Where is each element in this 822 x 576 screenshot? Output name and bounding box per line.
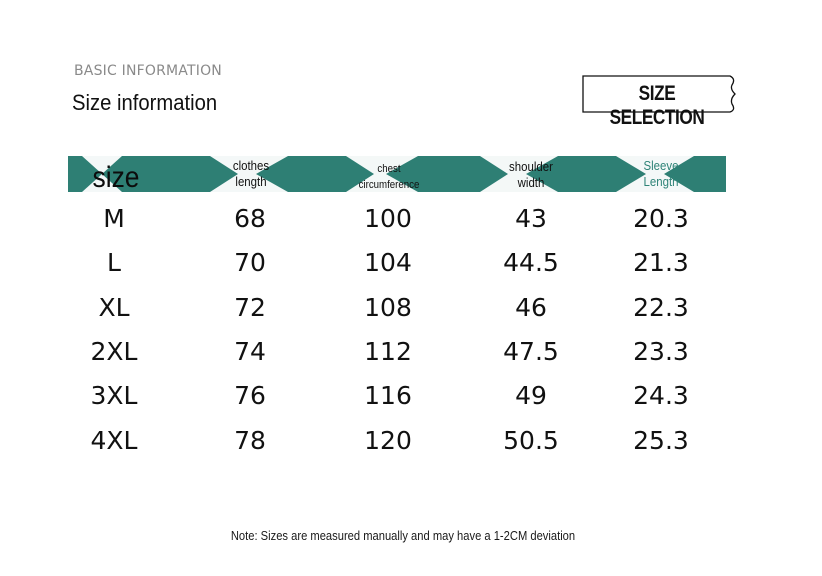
cell-chest: 104 <box>364 248 412 277</box>
header-sleeve-line2: Length <box>643 174 679 190</box>
cell-clothes-length: 68 <box>234 204 266 233</box>
measurement-note: Note: Sizes are measured manually and ma… <box>230 528 576 543</box>
header-sleeve: Sleeve Length <box>627 158 696 191</box>
header-shoulder-line1: shoulder <box>509 159 553 174</box>
cell-size: 2XL <box>90 337 138 366</box>
header-sleeve-line1: Sleeve <box>643 158 679 173</box>
cell-size: M <box>103 204 125 233</box>
cell-sleeve: 24.3 <box>633 381 689 410</box>
cell-chest: 108 <box>364 293 412 322</box>
cell-clothes-length: 78 <box>234 426 266 455</box>
cell-sleeve: 20.3 <box>633 204 689 233</box>
table-row: 3XL 76 116 49 24.3 <box>0 381 822 425</box>
cell-shoulder: 47.5 <box>503 337 559 366</box>
header-chest-line1: chest <box>377 163 401 175</box>
cell-sleeve: 25.3 <box>633 426 689 455</box>
cell-shoulder: 44.5 <box>503 248 559 277</box>
cell-shoulder: 50.5 <box>503 426 559 455</box>
cell-chest: 112 <box>364 337 412 366</box>
cell-sleeve: 22.3 <box>633 293 689 322</box>
page-title: Size information <box>72 90 218 115</box>
size-selection-badge: SIZE SELECTION <box>582 75 736 129</box>
cell-size: XL <box>98 293 130 322</box>
cell-chest: 116 <box>364 381 412 410</box>
cell-sleeve: 21.3 <box>633 248 689 277</box>
header-clothes-length: clothes length <box>215 158 287 191</box>
size-selection-label: SIZE SELECTION <box>609 82 705 129</box>
header-chest-line2: circumference <box>358 178 420 191</box>
size-selection-frame <box>582 75 736 113</box>
table-row: XL 72 108 46 22.3 <box>0 293 822 337</box>
table-row: 4XL 78 120 50.5 25.3 <box>0 426 822 470</box>
header-shoulder-line2: width <box>517 175 545 191</box>
cell-chest: 100 <box>364 204 412 233</box>
header-band <box>68 156 726 192</box>
cell-clothes-length: 76 <box>234 381 266 410</box>
table-row: M 68 100 43 20.3 <box>0 204 822 248</box>
cell-shoulder: 49 <box>515 381 547 410</box>
header-shoulder: shoulder width <box>497 159 566 192</box>
table-row: 2XL 74 112 47.5 23.3 <box>0 337 822 381</box>
cell-size: 3XL <box>90 381 138 410</box>
cell-chest: 120 <box>364 426 412 455</box>
header-size: size <box>92 161 140 194</box>
cell-clothes-length: 70 <box>234 248 266 277</box>
cell-shoulder: 43 <box>515 204 547 233</box>
header-band-graphic <box>68 156 726 192</box>
header-clothes-length-line2: length <box>235 174 267 190</box>
cell-clothes-length: 72 <box>234 293 266 322</box>
sub-heading: BASIC INFORMATION <box>74 63 222 79</box>
header-chest: chest circumference <box>346 162 432 194</box>
cell-size: L <box>107 248 121 277</box>
cell-sleeve: 23.3 <box>633 337 689 366</box>
header-clothes-length-line1: clothes <box>232 158 270 173</box>
table-row: L 70 104 44.5 21.3 <box>0 248 822 292</box>
cell-clothes-length: 74 <box>234 337 266 366</box>
cell-size: 4XL <box>90 426 138 455</box>
cell-shoulder: 46 <box>515 293 547 322</box>
